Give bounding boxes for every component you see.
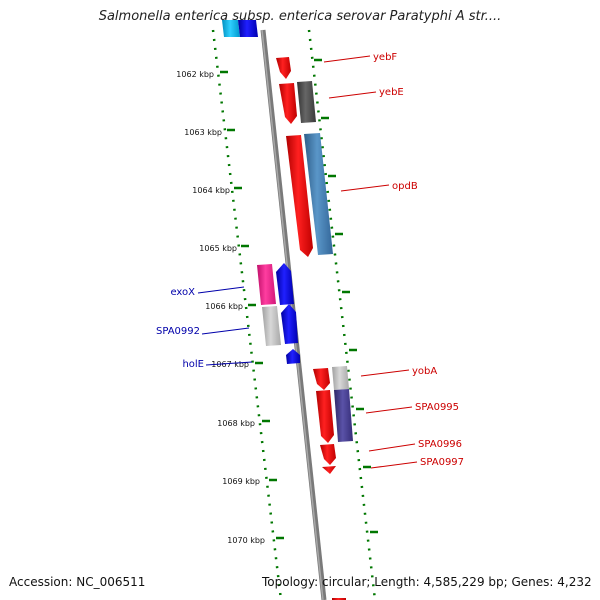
gene-label-yobA: yobA [412,366,437,377]
gene-label-SPA0992: SPA0992 [156,326,200,337]
gene-exoX[interactable] [257,263,294,305]
gene-SPA0995[interactable] [316,389,353,443]
tick-label: 1069 kbp [222,477,260,486]
gene-yobA[interactable] [313,366,349,390]
left-gene-labels: exoX SPA0992 holE [156,286,253,370]
inner-major-ticks [220,70,284,540]
outer-major-ticks [314,58,378,534]
gene-label-opdB: opdB [392,181,418,192]
tick-label: 1066 kbp [205,302,243,311]
tick-label: 1067 kbp [211,360,249,369]
gene-label-yebE: yebE [379,87,404,98]
gene-yebF[interactable] [276,57,291,79]
gene-SPA0997[interactable] [322,466,336,474]
topology-text: Topology: circular; Length: 4,585,229 bp… [262,575,592,589]
map-title: Salmonella enterica subsp. enterica sero… [98,9,502,24]
gene-label-exoX: exoX [170,287,195,298]
outer-scale-track [307,29,377,600]
gene-label-SPA0996: SPA0996 [418,439,462,450]
inner-scale-track [211,29,283,600]
gene-label-yebF: yebF [373,52,397,63]
gene-label-holE: holE [182,359,204,370]
gene-holE[interactable] [286,349,300,364]
gene-label-SPA0995: SPA0995 [415,402,459,413]
tick-label: 1062 kbp [176,70,214,79]
gene-label-SPA0997: SPA0997 [420,457,464,468]
tick-label: 1065 kbp [199,244,237,253]
tick-label: 1064 kbp [192,186,230,195]
gene-yebE[interactable] [279,81,316,124]
right-gene-labels: yebF yebE opdB yobA SPA0995 SPA0996 SPA0… [323,52,464,469]
gene-opdB[interactable] [286,133,333,257]
gene-SPA0996[interactable] [320,444,336,465]
tick-labels: 1062 kbp 1063 kbp 1064 kbp 1065 kbp 1066… [176,70,265,545]
gene-partial-top[interactable] [222,20,258,37]
tick-label: 1068 kbp [217,419,255,428]
gene-SPA0992[interactable] [262,304,298,346]
tick-label: 1063 kbp [184,128,222,137]
tick-label: 1070 kbp [227,536,265,545]
accession-text: Accession: NC_006511 [9,575,146,589]
